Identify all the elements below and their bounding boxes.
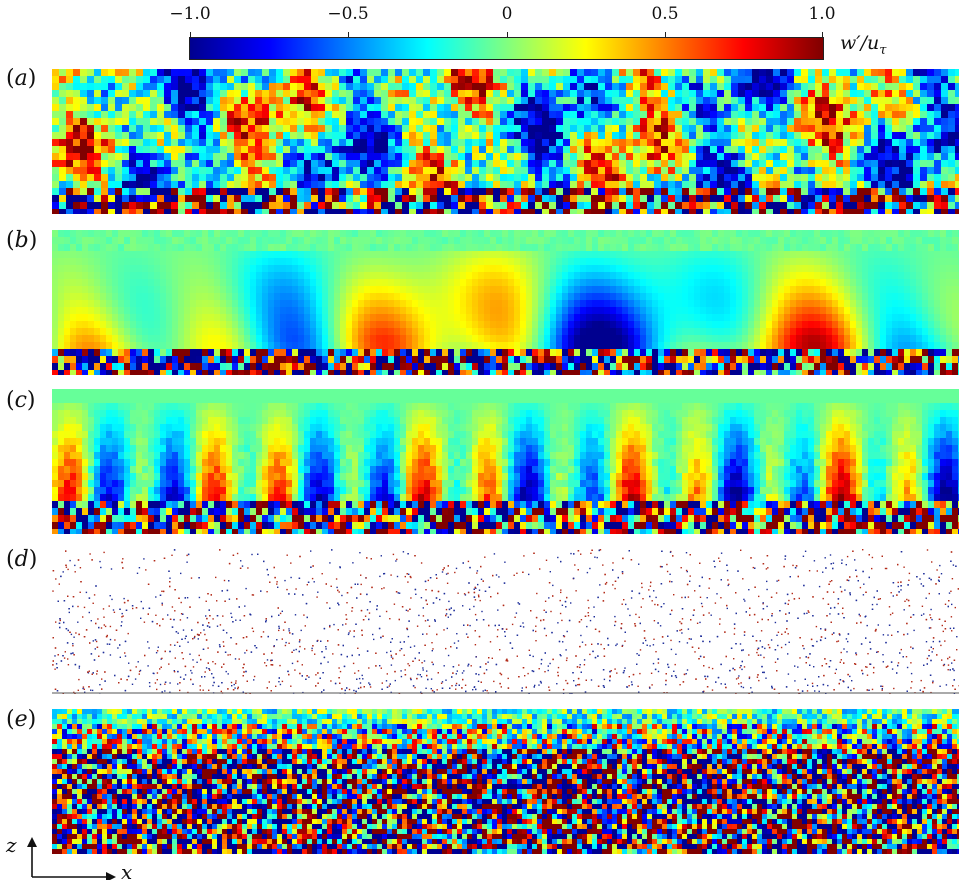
axis-indicator [27, 837, 116, 880]
colorbar-tick [665, 32, 666, 38]
panel-d-field [52, 549, 959, 694]
colorbar-title-main: w′/u [840, 32, 880, 54]
colorbar-tick [507, 32, 508, 38]
panel-label-b: (b) [6, 228, 38, 253]
panel-e-field [52, 709, 959, 854]
colorbar-tick [822, 32, 823, 38]
colorbar-group: −1.0 −0.5 0 0.5 1.0 w′/uτ [0, 0, 961, 70]
panel-c-field [52, 389, 959, 534]
colorbar-tick-label: 0.5 [651, 4, 679, 24]
colorbar-title: w′/uτ [840, 32, 886, 58]
panel-label-e: (e) [6, 707, 37, 732]
panel-label-c: (c) [6, 388, 36, 413]
colorbar-tick [190, 32, 191, 38]
panel-a-field [52, 69, 959, 214]
colorbar-tick-label: 1.0 [808, 4, 836, 24]
colorbar-tick-label: 0 [501, 4, 513, 24]
colorbar-gradient [189, 37, 824, 60]
z-axis-label: z [6, 833, 17, 857]
colorbar-tick-label: −1.0 [169, 4, 211, 24]
x-axis-label: x [121, 860, 133, 884]
colorbar-title-sub: τ [879, 42, 887, 58]
panel-b-field [52, 230, 959, 375]
colorbar-tick-label: −0.5 [327, 4, 369, 24]
panel-label-d: (d) [6, 547, 38, 572]
colorbar-tick [348, 32, 349, 38]
panel-label-a: (a) [6, 66, 37, 91]
